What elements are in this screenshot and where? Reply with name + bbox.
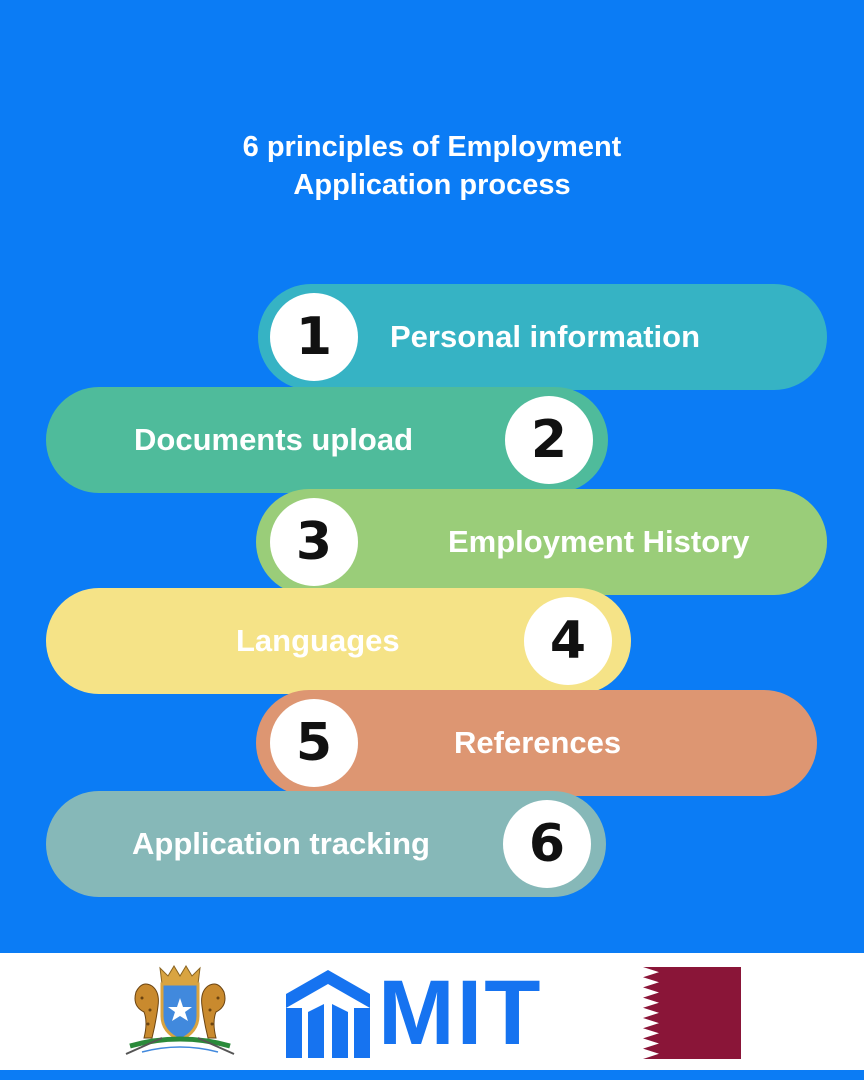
step-2-label: Documents upload (134, 422, 414, 457)
step-5-label: References (454, 725, 622, 760)
somalia-emblem-icon (125, 965, 235, 1055)
step-5-number-badge: 5 (270, 699, 358, 787)
qatar-flag-icon (603, 967, 741, 1059)
step-3-pill: 3 Employment History (256, 489, 827, 595)
page-title: 6 principles of Employment Application p… (0, 128, 864, 204)
step-1-number-badge: 1 (270, 293, 358, 381)
step-6-pill: Application tracking 6 (46, 791, 606, 897)
footer-bottom-strip (0, 1070, 864, 1080)
step-6-number-badge: 6 (503, 800, 591, 888)
title-line-2: Application process (293, 169, 571, 201)
mit-brand-text: MIT (378, 962, 543, 1064)
step-1-label: Personal information (390, 319, 701, 354)
step-3-number-badge: 3 (270, 498, 358, 586)
step-4-label: Languages (236, 623, 400, 658)
step-4-number-badge: 4 (524, 597, 612, 685)
step-2-number-badge: 2 (505, 396, 593, 484)
step-1-pill: 1 Personal information (258, 284, 827, 390)
step-5-pill: 5 References (256, 690, 817, 796)
title-line-1: 6 principles of Employment (242, 131, 622, 163)
step-3-label: Employment History (448, 524, 750, 559)
step-2-pill: Documents upload 2 (46, 387, 608, 493)
step-6-label: Application tracking (132, 826, 430, 861)
step-4-pill: Languages 4 (46, 588, 631, 694)
mit-logo-icon (286, 970, 370, 1058)
